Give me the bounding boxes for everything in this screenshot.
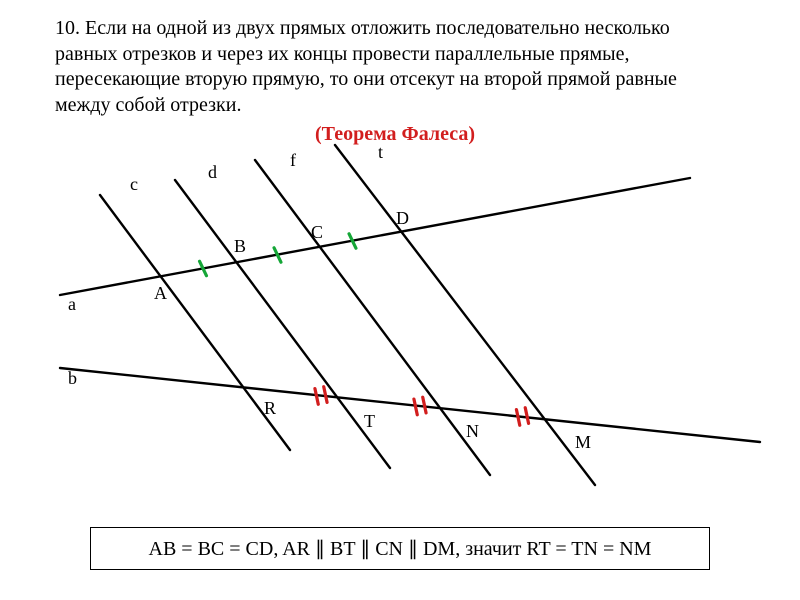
theorem-number: 10. [55,17,80,39]
theorem-title: (Теорема Фалеса) [55,122,735,148]
svg-text:f: f [290,150,296,170]
conclusion-box: AB = BC = CD, AR ∥ BT ∥ CN ∥ DM, значит … [90,527,710,570]
theorem-body: Если на одной из двух прямых отложить по… [55,17,677,116]
svg-text:C: C [311,222,323,242]
svg-text:b: b [68,368,77,388]
svg-text:A: A [154,283,167,303]
thales-diagram: cdftABCDRTNMab [40,150,760,480]
conclusion-text: AB = BC = CD, AR ∥ BT ∥ CN ∥ DM, значит … [149,538,652,560]
svg-text:M: M [575,432,591,452]
diagram-svg: cdftABCDRTNMab [40,150,760,480]
svg-text:d: d [208,162,217,182]
theorem-text-block: 10. Если на одной из двух прямых отложит… [55,16,735,148]
svg-text:B: B [234,236,246,256]
svg-text:c: c [130,174,138,194]
svg-text:a: a [68,294,76,314]
svg-text:D: D [396,208,409,228]
svg-text:R: R [264,398,276,418]
svg-text:T: T [364,411,375,431]
svg-text:t: t [378,142,383,162]
svg-text:N: N [466,421,479,441]
